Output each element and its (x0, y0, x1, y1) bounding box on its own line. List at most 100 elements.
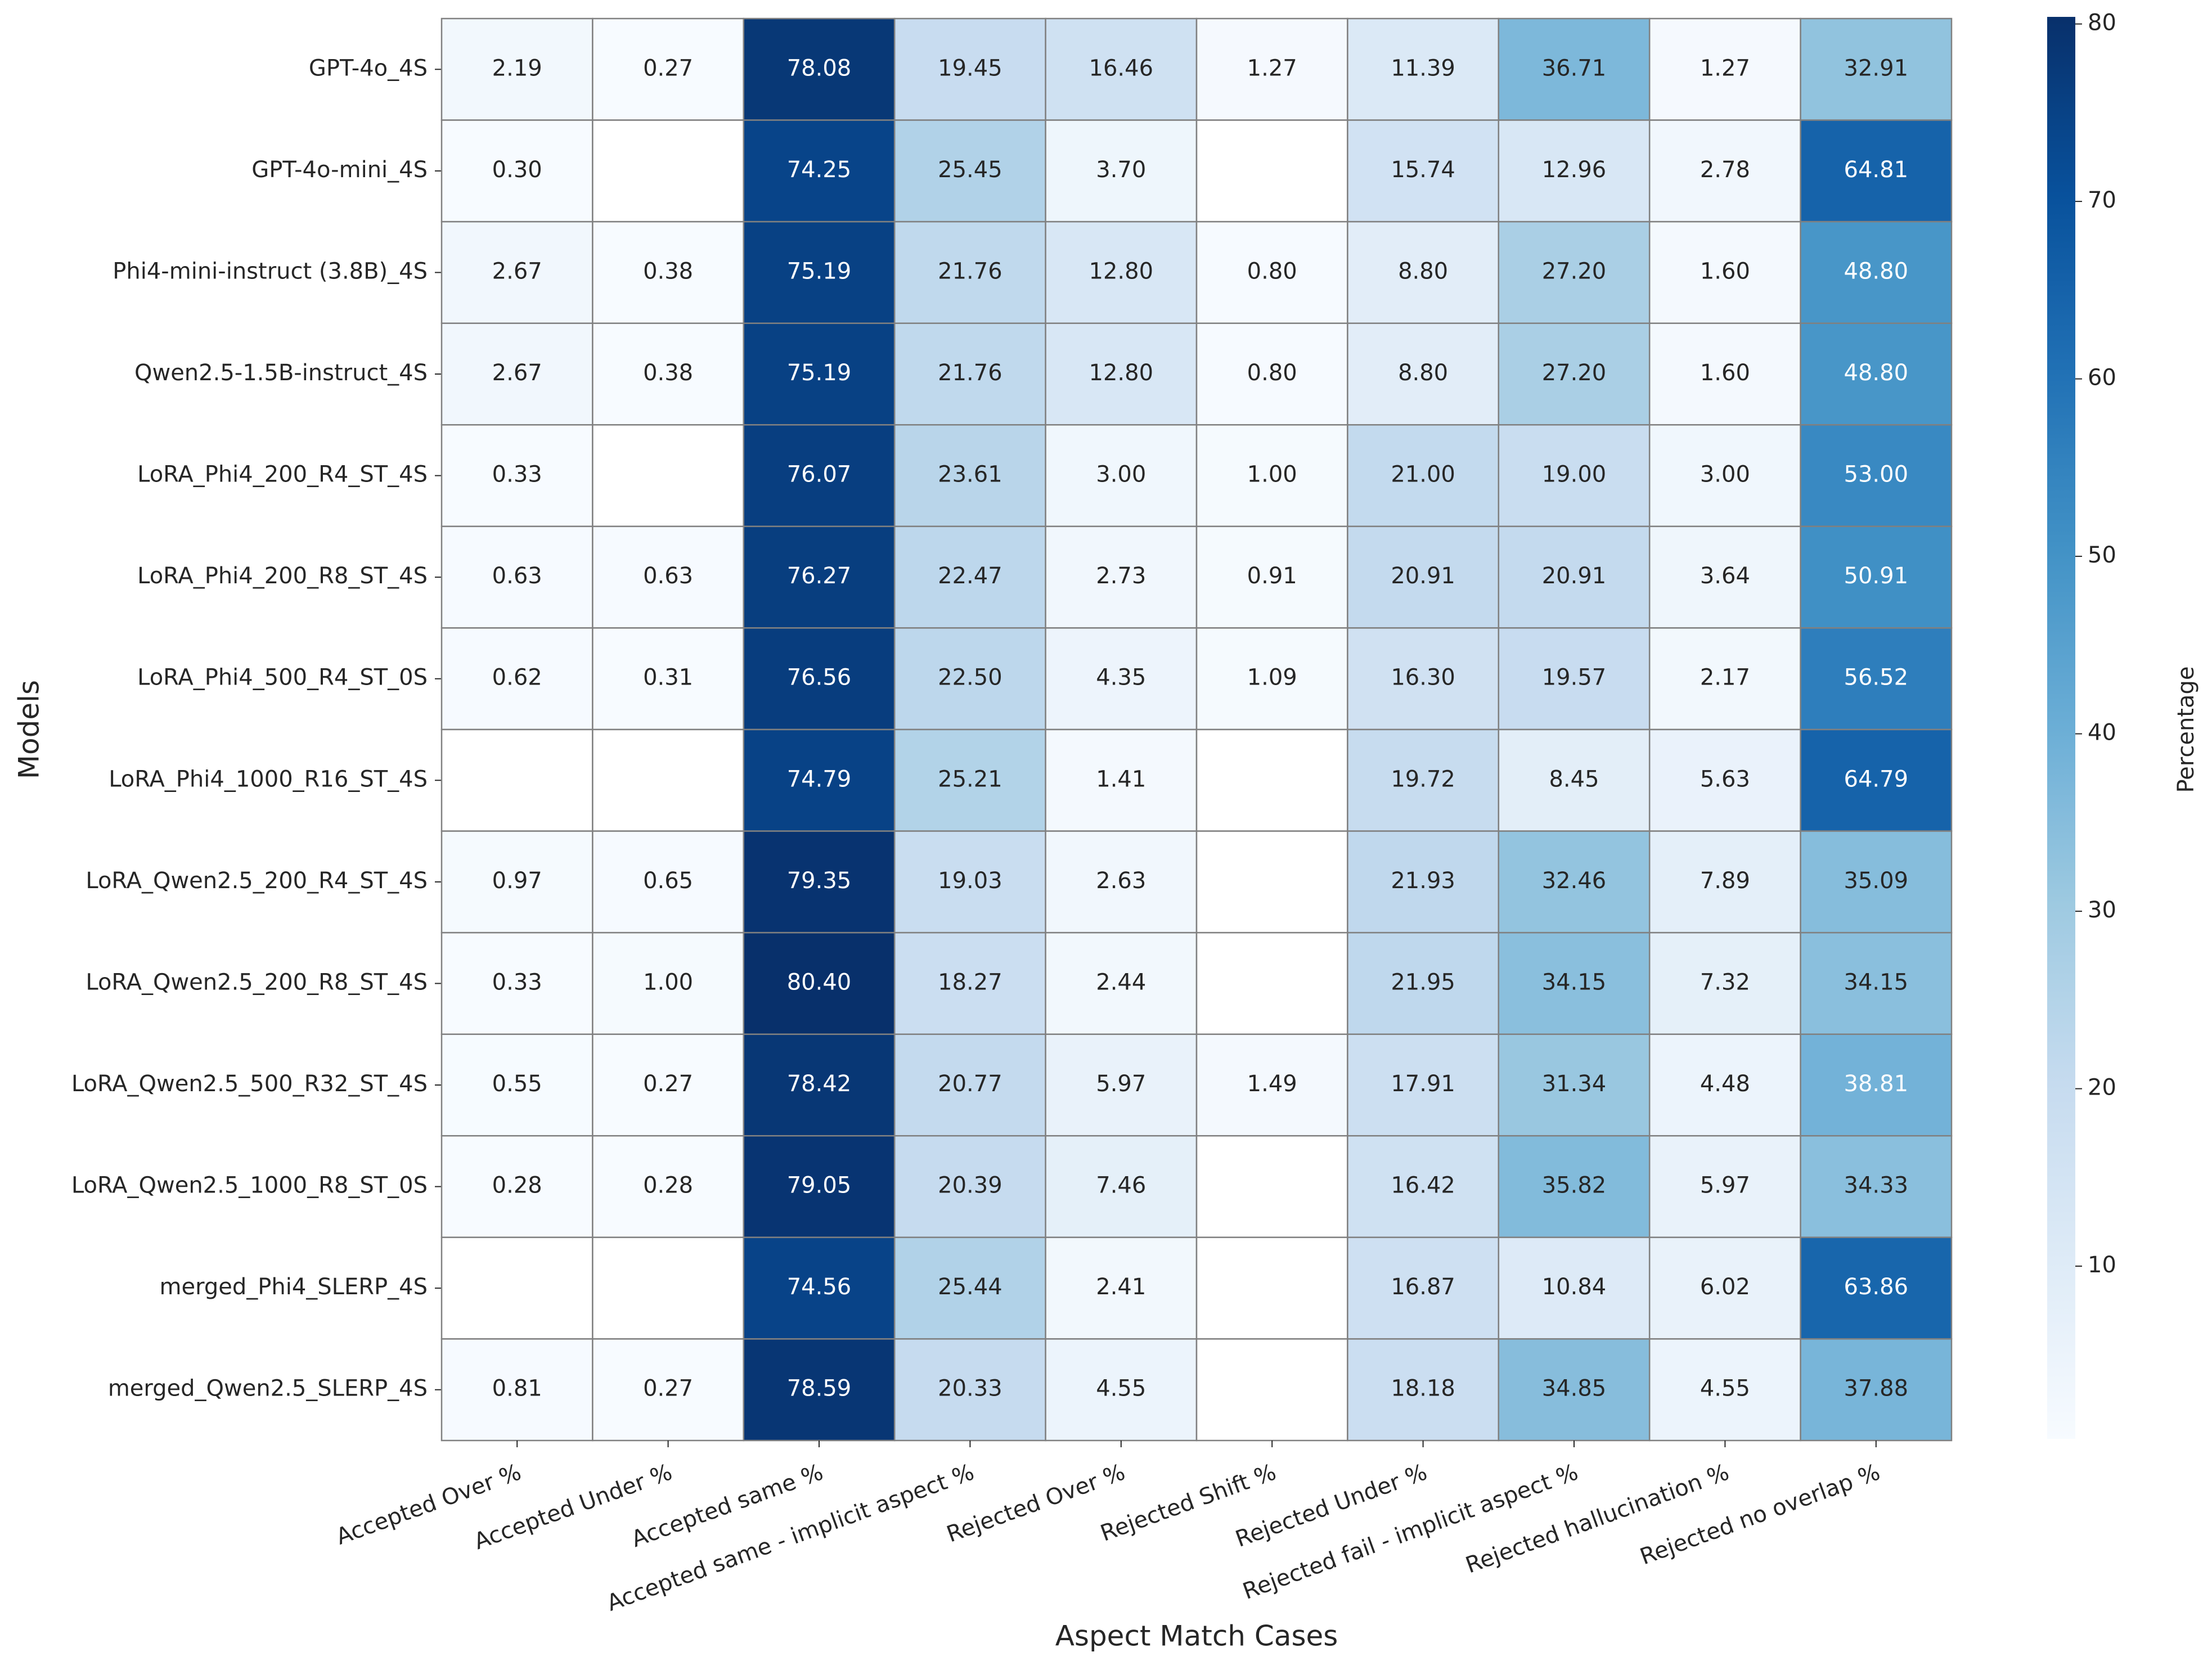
y-tick-label: Qwen2.5-1.5B-instruct_4S (134, 360, 428, 386)
cell-label: 31.34 (1542, 1071, 1607, 1097)
heatmap-cell (743, 525, 896, 629)
heatmap-cell (893, 1135, 1046, 1239)
cell-label: 75.19 (787, 258, 852, 284)
cell-label: 12.80 (1089, 258, 1154, 284)
cell-label: 17.91 (1391, 1071, 1455, 1097)
heatmap-cell (440, 627, 594, 731)
heatmap-cell (893, 1033, 1046, 1137)
heatmap-cell (1347, 830, 1500, 934)
cell-label: 2.78 (1700, 157, 1750, 183)
cell-label: 74.25 (787, 157, 852, 183)
cell-label: 20.91 (1391, 563, 1455, 589)
cell-label: 19.57 (1542, 665, 1607, 691)
heatmap-cell (1045, 17, 1198, 121)
empty-cell (592, 728, 745, 832)
cell-label: 35.09 (1844, 868, 1909, 894)
heatmap-cell (1347, 220, 1500, 324)
cell-label: 79.35 (787, 868, 852, 894)
heatmap-cell (1498, 1135, 1651, 1239)
cell-label: 74.79 (787, 766, 852, 792)
cell-label: 53.00 (1844, 462, 1909, 488)
cell-label: 38.81 (1844, 1071, 1909, 1097)
heatmap-cell (893, 1236, 1046, 1340)
cell-label: 18.27 (938, 969, 1002, 995)
heatmap-cell (743, 1033, 896, 1137)
cell-label: 2.44 (1096, 969, 1146, 995)
heatmap-cell (1195, 322, 1348, 426)
heatmap-cell (1800, 830, 1953, 934)
heatmap-cell (440, 424, 594, 528)
heatmap-cell (1648, 1135, 1801, 1239)
cell-label: 78.42 (787, 1071, 852, 1097)
heatmap-cell (743, 1338, 896, 1442)
heatmap-cell (440, 17, 594, 121)
cell-label: 80.40 (787, 969, 852, 995)
heatmap-cell (592, 931, 745, 1035)
cell-label: 12.80 (1089, 360, 1154, 386)
empty-cell (1195, 119, 1348, 223)
heatmap-cell (1800, 728, 1953, 832)
cell-label: 1.00 (643, 969, 693, 995)
heatmap-cell (1045, 1236, 1198, 1340)
heatmap-cell (893, 525, 1046, 629)
colorbar-tick-label: 60 (2088, 365, 2116, 391)
heatmap-cell (893, 119, 1046, 223)
heatmap-cell (1045, 830, 1198, 934)
heatmap-cell (592, 1033, 745, 1137)
cell-label: 0.55 (492, 1071, 542, 1097)
cell-label: 78.08 (787, 55, 852, 81)
empty-cell (1195, 1236, 1348, 1340)
cell-label: 3.00 (1096, 462, 1146, 488)
cell-label: 1.00 (1247, 462, 1297, 488)
cell-label: 23.61 (938, 462, 1002, 488)
cell-label: 0.28 (492, 1173, 542, 1199)
cell-label: 18.18 (1391, 1376, 1455, 1402)
heatmap-cell (1800, 119, 1953, 223)
heatmap-cell (1648, 1338, 1801, 1442)
heatmap-cell (1195, 220, 1348, 324)
heatmap-cell (893, 17, 1046, 121)
cell-label: 1.27 (1700, 55, 1750, 81)
cell-label: 64.79 (1844, 766, 1909, 792)
cell-label: 16.42 (1391, 1173, 1455, 1199)
heatmap-cell (743, 424, 896, 528)
cell-label: 32.46 (1542, 868, 1607, 894)
heatmap-cell (1347, 424, 1500, 528)
cell-label: 2.63 (1096, 868, 1146, 894)
cell-label: 3.00 (1700, 462, 1750, 488)
heatmap-cell (1347, 119, 1500, 223)
heatmap-cell (1648, 322, 1801, 426)
y-tick-label: GPT-4o_4S (309, 55, 428, 81)
cell-label: 22.50 (938, 665, 1002, 691)
cell-label: 75.19 (787, 360, 852, 386)
empty-cell (592, 119, 745, 223)
cell-label: 20.33 (938, 1376, 1002, 1402)
cell-label: 79.05 (787, 1173, 852, 1199)
cell-label: 0.38 (643, 258, 693, 284)
cell-label: 0.63 (643, 563, 693, 589)
cell-label: 0.28 (643, 1173, 693, 1199)
empty-cell (1195, 728, 1348, 832)
cell-label: 64.81 (1844, 157, 1909, 183)
heatmap-cell (1195, 17, 1348, 121)
cell-label: 34.85 (1542, 1376, 1607, 1402)
cell-label: 5.97 (1700, 1173, 1750, 1199)
cell-label: 27.20 (1542, 258, 1607, 284)
cell-label: 1.09 (1247, 665, 1297, 691)
heatmap-cell (1498, 627, 1651, 731)
cell-label: 19.03 (938, 868, 1002, 894)
heatmap-cell (893, 1338, 1046, 1442)
cell-label: 1.27 (1247, 55, 1297, 81)
colorbar-tick-label: 50 (2088, 542, 2116, 568)
cell-label: 78.59 (787, 1376, 852, 1402)
colorbar-tick-label: 30 (2088, 897, 2116, 923)
heatmap-cell (1498, 525, 1651, 629)
cell-label: 0.63 (492, 563, 542, 589)
cell-label: 1.49 (1247, 1071, 1297, 1097)
cell-label: 21.76 (938, 258, 1002, 284)
heatmap-cell (440, 830, 594, 934)
heatmap-cell (1800, 220, 1953, 324)
colorbar-tick-label: 20 (2088, 1075, 2116, 1101)
colorbar-tick-label: 10 (2088, 1252, 2116, 1278)
cell-label: 50.91 (1844, 563, 1909, 589)
